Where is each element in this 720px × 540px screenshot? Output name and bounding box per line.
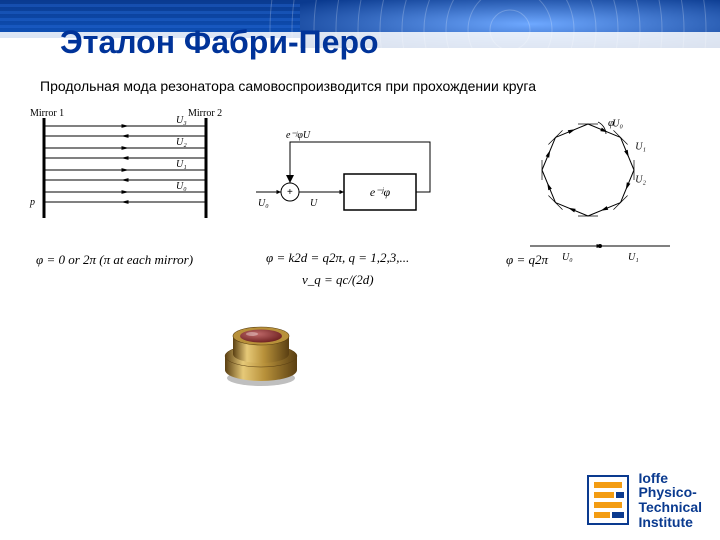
svg-text:U₁: U₁ [635, 142, 646, 153]
svg-text:Mirror 2: Mirror 2 [188, 108, 222, 119]
logo-mark-icon [584, 470, 632, 530]
logo-line-2: Physico- [638, 485, 702, 500]
logo-line-3: Technical [638, 500, 702, 515]
logo-line-1: Ioffe [638, 471, 702, 486]
svg-text:U: U [310, 198, 318, 209]
subtitle-text: Продольная мода резонатора самовоспроизв… [40, 78, 536, 94]
logo-text: Ioffe Physico- Technical Institute [638, 471, 702, 530]
figures-row: Mirror 1Mirror 2U₃U₂U₁U₀pU₀+Ue⁻ʲφe⁻ʲφUφU… [20, 100, 700, 300]
formula-ring-text: φ = q2π [506, 252, 548, 267]
formula-mirror-text: φ = 0 or 2π (π at each mirror) [36, 252, 193, 267]
svg-text:U₀: U₀ [176, 181, 187, 192]
svg-text:e⁻ʲφ: e⁻ʲφ [370, 185, 391, 199]
formula-block-2-text: ν_q = qc/(2d) [302, 272, 374, 287]
svg-text:U₂: U₂ [635, 174, 646, 185]
slide-subtitle: Продольная мода резонатора самовоспроизв… [40, 78, 536, 94]
svg-text:U₃: U₃ [176, 115, 187, 126]
formula-ring: φ = q2π [506, 252, 548, 268]
logo-line-4: Institute [638, 515, 702, 530]
svg-text:U₂: U₂ [176, 137, 187, 148]
formula-block-1: φ = k2d = q2π, q = 1,2,3,... [266, 250, 409, 266]
svg-text:U₀: U₀ [612, 119, 623, 130]
formula-block-1-text: φ = k2d = q2π, q = 1,2,3,... [266, 250, 409, 265]
formula-block-2: ν_q = qc/(2d) [302, 272, 374, 288]
svg-text:U₁: U₁ [628, 252, 639, 263]
svg-text:U₀: U₀ [562, 252, 573, 263]
svg-text:e⁻ʲφU: e⁻ʲφU [286, 130, 311, 141]
svg-text:+: + [287, 187, 293, 198]
title-text: Эталон Фабри-Перо [60, 24, 379, 60]
formula-mirror: φ = 0 or 2π (π at each mirror) [36, 252, 193, 268]
svg-text:p: p [29, 197, 35, 208]
svg-text:U₁: U₁ [176, 159, 187, 170]
slide-title: Эталон Фабри-Перо [60, 24, 379, 61]
svg-text:Mirror 1: Mirror 1 [30, 108, 64, 119]
svg-text:U₀: U₀ [258, 198, 269, 209]
optic-device [216, 320, 306, 388]
institute-logo: Ioffe Physico- Technical Institute [584, 470, 702, 530]
